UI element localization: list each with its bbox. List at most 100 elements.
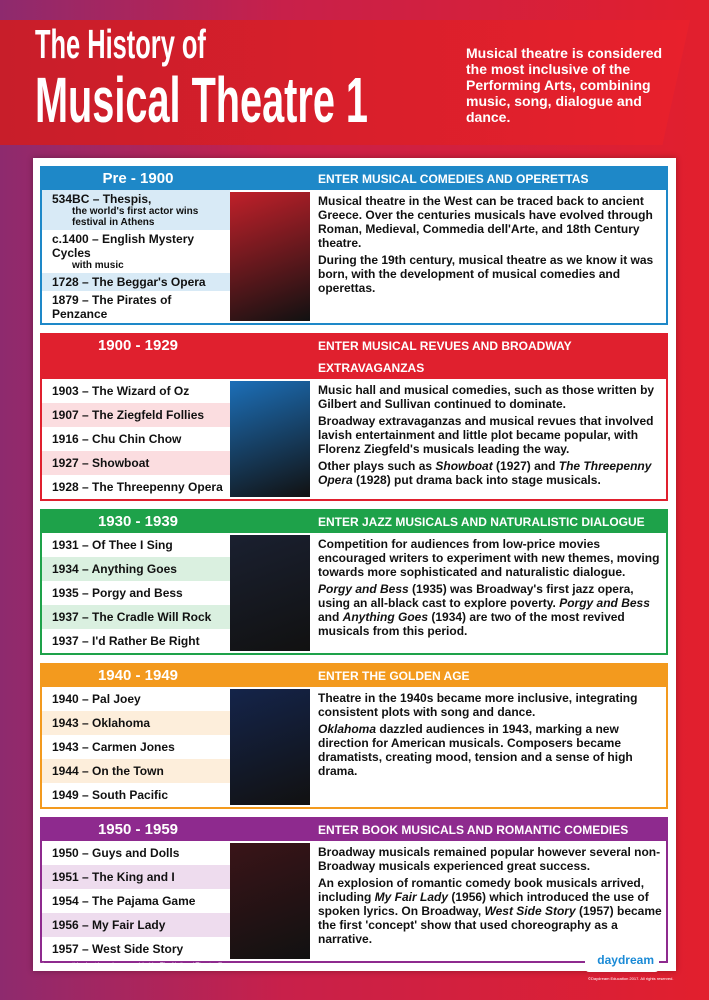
text-segment: (1957) became the first 'concept' show t… bbox=[318, 904, 662, 946]
event-row: 1937 – The Cradle Will Rock bbox=[42, 605, 230, 629]
paragraph: Other plays such as Showboat (1927) and … bbox=[318, 459, 662, 487]
text-segment: and bbox=[318, 610, 343, 624]
paragraph: Broadway musicals remained popular howev… bbox=[318, 845, 662, 873]
section-body: 1940 – Pal Joey 1943 – Oklahoma 1943 – Car… bbox=[42, 687, 666, 807]
event-row: 1940 – Pal Joey bbox=[42, 687, 230, 711]
section-header: 1950 - 1959 ENTER BOOK MUSICALS AND ROMAN… bbox=[42, 819, 666, 841]
section-description: Competition for audiences from low-price… bbox=[310, 533, 666, 653]
section-header: 1940 - 1949 ENTER THE GOLDEN AGE bbox=[42, 665, 666, 687]
event-subtext: with music bbox=[72, 260, 124, 271]
section-description: Musical theatre in the West can be trace… bbox=[310, 190, 666, 323]
daydream-logo: daydream bbox=[585, 950, 659, 972]
timeline-section: 1930 - 1939 ENTER JAZZ MUSICALS AND NATUR… bbox=[40, 509, 668, 655]
section-body: 1931 – Of Thee I Sing 1934 – Anything Goe… bbox=[42, 533, 666, 653]
event-text: c.1400 – English Mystery Cycles bbox=[52, 232, 195, 260]
event-row: 1907 – The Ziegfeld Follies bbox=[42, 403, 230, 427]
event-list: 1931 – Of Thee I Sing 1934 – Anything Goe… bbox=[42, 533, 230, 653]
event-text: 1916 – Chu Chin Chow bbox=[52, 432, 182, 446]
section-body: 534BC – Thespis, the world's first actor … bbox=[42, 190, 666, 323]
text-segment: Broadway musicals remained popular howev… bbox=[318, 845, 661, 873]
section-description: Theatre in the 1940s became more inclusi… bbox=[310, 687, 666, 807]
text-segment: Music hall and musical comedies, such as… bbox=[318, 383, 655, 411]
event-text: 1937 – The Cradle Will Rock bbox=[52, 610, 212, 624]
event-text: 1949 – South Pacific bbox=[52, 788, 169, 802]
text-segment: dazzled audiences in 1943, marking a new… bbox=[318, 722, 633, 778]
paragraph: Oklahoma dazzled audiences in 1943, mark… bbox=[318, 722, 662, 778]
show-title: My Fair Lady bbox=[374, 890, 449, 904]
event-text: 1956 – My Fair Lady bbox=[52, 918, 166, 932]
event-row: 1943 – Carmen Jones bbox=[42, 735, 230, 759]
paragraph: Competition for audiences from low-price… bbox=[318, 537, 662, 579]
event-text: 1934 – Anything Goes bbox=[52, 562, 177, 576]
content-panel: Pre - 1900 ENTER MUSICAL COMEDIES AND OPE… bbox=[33, 158, 676, 971]
poster-image bbox=[230, 689, 310, 805]
section-title: ENTER BOOK MUSICALS AND ROMANTIC COMEDIE… bbox=[318, 823, 629, 837]
section-body: 1903 – The Wizard of Oz 1907 – The Ziegfe… bbox=[42, 379, 666, 499]
event-text: 1935 – Porgy and Bess bbox=[52, 586, 183, 600]
event-list: 534BC – Thespis, the world's first actor … bbox=[42, 190, 230, 323]
text-segment: (1935) was Broadway's first jazz opera, … bbox=[318, 582, 634, 610]
text-segment: (1928) put drama back into stage musical… bbox=[352, 473, 601, 487]
section-description: Broadway musicals remained popular howev… bbox=[310, 841, 666, 961]
event-text: 1940 – Pal Joey bbox=[52, 692, 141, 706]
event-text: 1944 – On the Town bbox=[52, 764, 164, 778]
text-segment: During the 19th century, musical theatre… bbox=[318, 253, 654, 295]
paragraph: Music hall and musical comedies, such as… bbox=[318, 383, 662, 411]
paragraph: Porgy and Bess (1935) was Broadway's fir… bbox=[318, 582, 662, 638]
event-text: 1951 – The King and I bbox=[52, 870, 175, 884]
poster-image bbox=[230, 381, 310, 497]
event-list: 1950 – Guys and Dolls 1951 – The King and… bbox=[42, 841, 230, 961]
event-row: 1950 – Guys and Dolls bbox=[42, 841, 230, 865]
section-header: 1900 - 1929 ENTER MUSICAL REVUES AND BROA… bbox=[42, 335, 666, 379]
paragraph: Broadway extravaganzas and musical revue… bbox=[318, 414, 662, 456]
event-text: 1931 – Of Thee I Sing bbox=[52, 538, 173, 552]
event-text: 1927 – Showboat bbox=[52, 456, 150, 470]
event-row: 1931 – Of Thee I Sing bbox=[42, 533, 230, 557]
section-description: Music hall and musical comedies, such as… bbox=[310, 379, 666, 499]
event-list: 1940 – Pal Joey 1943 – Oklahoma 1943 – Car… bbox=[42, 687, 230, 807]
text-segment: Competition for audiences from low-price… bbox=[318, 537, 660, 579]
section-title: ENTER THE GOLDEN AGE bbox=[318, 669, 470, 683]
section-title: ENTER MUSICAL COMEDIES AND OPERETTAS bbox=[318, 172, 589, 186]
logo-text: daydream bbox=[597, 953, 654, 967]
section-header: Pre - 1900 ENTER MUSICAL COMEDIES AND OPE… bbox=[42, 168, 666, 190]
event-list: 1903 – The Wizard of Oz 1907 – The Ziegfe… bbox=[42, 379, 230, 499]
event-row: 1951 – The King and I bbox=[42, 865, 230, 889]
poster-image bbox=[230, 843, 310, 959]
show-title: West Side Story bbox=[484, 904, 576, 918]
era-label: 1930 - 1939 bbox=[97, 513, 179, 530]
timeline-section: 1900 - 1929 ENTER MUSICAL REVUES AND BROA… bbox=[40, 333, 668, 501]
paragraph: Theatre in the 1940s became more inclusi… bbox=[318, 691, 662, 719]
event-row: 1728 – The Beggar's Opera bbox=[42, 273, 230, 291]
era-label: Pre - 1900 bbox=[102, 170, 174, 187]
event-text: 1728 – The Beggar's Opera bbox=[52, 275, 206, 289]
event-row: 1934 – Anything Goes bbox=[42, 557, 230, 581]
show-title: Porgy and Bess bbox=[318, 582, 409, 596]
show-title: The Threepenny Opera bbox=[318, 459, 652, 487]
era-label: 1940 - 1949 bbox=[97, 667, 179, 684]
event-text: 1879 – The Pirates of Penzance bbox=[52, 293, 172, 321]
section-title: ENTER MUSICAL REVUES AND BROADWAY EXTRAV… bbox=[318, 339, 572, 375]
event-row: 1954 – The Pajama Game bbox=[42, 889, 230, 913]
title-line-1: The History of bbox=[35, 21, 206, 67]
copyright: ©Daydream Education 2017. All rights res… bbox=[588, 976, 674, 981]
event-text: 1928 – The Threepenny Opera bbox=[52, 480, 223, 494]
event-row: 1937 – I'd Rather Be Right bbox=[42, 629, 230, 653]
era-label: 1950 - 1959 bbox=[97, 821, 179, 838]
event-row: 1943 – Oklahoma bbox=[42, 711, 230, 735]
event-text: 1907 – The Ziegfeld Follies bbox=[52, 408, 205, 422]
show-title: Anything Goes bbox=[342, 610, 429, 624]
title-banner bbox=[0, 20, 690, 145]
text-segment: Theatre in the 1940s became more inclusi… bbox=[318, 691, 638, 719]
event-row: 534BC – Thespis, the world's first actor … bbox=[42, 190, 230, 230]
section-title: ENTER JAZZ MUSICALS AND NATURALISTIC DIA… bbox=[318, 515, 645, 529]
event-text: 1937 – I'd Rather Be Right bbox=[52, 634, 200, 648]
event-row: 1928 – The Threepenny Opera bbox=[42, 475, 230, 499]
event-row: 1935 – Porgy and Bess bbox=[42, 581, 230, 605]
show-title: Porgy and Bess bbox=[559, 596, 650, 610]
event-row: 1903 – The Wizard of Oz bbox=[42, 379, 230, 403]
timeline-section: 1950 - 1959 ENTER BOOK MUSICALS AND ROMAN… bbox=[40, 817, 668, 963]
event-row: 1956 – My Fair Lady bbox=[42, 913, 230, 937]
event-row: 1944 – On the Town bbox=[42, 759, 230, 783]
event-text: 1943 – Oklahoma bbox=[52, 716, 151, 730]
